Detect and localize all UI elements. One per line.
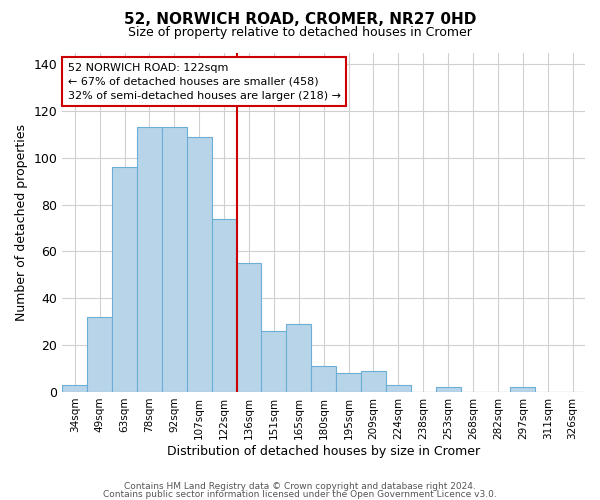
- Bar: [262, 331, 286, 392]
- Text: Contains HM Land Registry data © Crown copyright and database right 2024.: Contains HM Land Registry data © Crown c…: [124, 482, 476, 491]
- Bar: [62, 385, 87, 392]
- Bar: [436, 388, 461, 392]
- Bar: [112, 167, 137, 392]
- Bar: [386, 385, 411, 392]
- Bar: [137, 128, 162, 392]
- Text: 52 NORWICH ROAD: 122sqm
← 67% of detached houses are smaller (458)
32% of semi-d: 52 NORWICH ROAD: 122sqm ← 67% of detache…: [68, 62, 341, 100]
- Bar: [236, 263, 262, 392]
- Bar: [311, 366, 336, 392]
- Bar: [361, 371, 386, 392]
- Bar: [187, 137, 212, 392]
- Bar: [212, 218, 236, 392]
- Bar: [511, 388, 535, 392]
- Bar: [87, 317, 112, 392]
- X-axis label: Distribution of detached houses by size in Cromer: Distribution of detached houses by size …: [167, 444, 480, 458]
- Text: 52, NORWICH ROAD, CROMER, NR27 0HD: 52, NORWICH ROAD, CROMER, NR27 0HD: [124, 12, 476, 28]
- Bar: [286, 324, 311, 392]
- Bar: [336, 373, 361, 392]
- Y-axis label: Number of detached properties: Number of detached properties: [15, 124, 28, 320]
- Bar: [162, 128, 187, 392]
- Text: Size of property relative to detached houses in Cromer: Size of property relative to detached ho…: [128, 26, 472, 39]
- Text: Contains public sector information licensed under the Open Government Licence v3: Contains public sector information licen…: [103, 490, 497, 499]
